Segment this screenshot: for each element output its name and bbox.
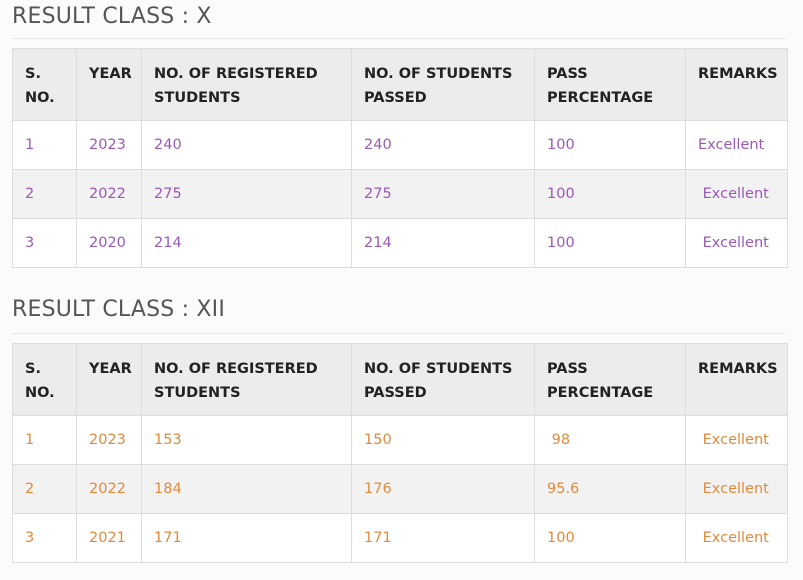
cell-year: 2023 [76,415,142,465]
cell-passed: 176 [351,464,535,514]
cell-pass-percentage: 100 [534,169,686,219]
col-header-year: YEAR [76,343,142,416]
table-header-row: S. NO. YEAR NO. OF REGISTERED STUDENTS NO.… [12,343,788,416]
cell-sno: 2 [12,169,77,219]
cell-sno: 3 [12,218,77,268]
col-header-remarks: REMARKS [685,343,788,416]
cell-year: 2021 [76,513,142,563]
cell-pass-percentage: 100 [534,120,686,170]
cell-registered: 214 [141,218,352,268]
cell-sno: 1 [12,415,77,465]
cell-pass-percentage: 95.6 [534,464,686,514]
class-xii-title: RESULT CLASS : XII [12,297,226,322]
cell-registered: 275 [141,169,352,219]
class-x-title: RESULT CLASS : X [12,4,212,29]
cell-registered: 184 [141,464,352,514]
col-header-pass-percentage: PASS PERCENTAGE [534,48,686,121]
cell-registered: 153 [141,415,352,465]
col-header-pass-percentage: PASS PERCENTAGE [534,343,686,416]
col-header-registered: NO. OF REGISTERED STUDENTS [141,48,352,121]
cell-remarks: Excellent [685,120,788,170]
table-row: 2 2022 275 275 100 Excellent [12,169,788,219]
class-x-results-table: S. NO. YEAR NO. OF REGISTERED STUDENTS NO.… [12,48,788,268]
cell-remarks: Excellent [685,464,788,514]
cell-registered: 171 [141,513,352,563]
col-header-sno: S. NO. [12,48,77,121]
class-xii-results-table: S. NO. YEAR NO. OF REGISTERED STUDENTS NO.… [12,343,788,563]
table-row: 1 2023 240 240 100 Excellent [12,120,788,170]
cell-sno: 1 [12,120,77,170]
col-header-year: YEAR [76,48,142,121]
cell-pass-percentage: 100 [534,513,686,563]
cell-remarks: Excellent [685,513,788,563]
col-header-remarks: REMARKS [685,48,788,121]
col-header-passed: NO. OF STUDENTS PASSED [351,343,535,416]
col-header-passed: NO. OF STUDENTS PASSED [351,48,535,121]
table-header-row: S. NO. YEAR NO. OF REGISTERED STUDENTS NO.… [12,48,788,121]
cell-passed: 171 [351,513,535,563]
table-row: 3 2020 214 214 100 Excellent [12,218,788,268]
cell-passed: 275 [351,169,535,219]
cell-year: 2022 [76,169,142,219]
cell-passed: 240 [351,120,535,170]
col-header-sno: S. NO. [12,343,77,416]
table-row: 3 2021 171 171 100 Excellent [12,513,788,563]
cell-pass-percentage: 98 [534,415,686,465]
col-header-registered: NO. OF REGISTERED STUDENTS [141,343,352,416]
cell-passed: 214 [351,218,535,268]
class-x-title-rule [12,38,786,39]
class-xii-title-rule [12,333,786,334]
cell-remarks: Excellent [685,415,788,465]
table-row: 1 2023 153 150 98 Excellent [12,415,788,465]
cell-sno: 2 [12,464,77,514]
cell-remarks: Excellent [685,169,788,219]
cell-year: 2023 [76,120,142,170]
cell-remarks: Excellent [685,218,788,268]
cell-passed: 150 [351,415,535,465]
cell-pass-percentage: 100 [534,218,686,268]
cell-registered: 240 [141,120,352,170]
cell-sno: 3 [12,513,77,563]
cell-year: 2020 [76,218,142,268]
table-row: 2 2022 184 176 95.6 Excellent [12,464,788,514]
cell-year: 2022 [76,464,142,514]
